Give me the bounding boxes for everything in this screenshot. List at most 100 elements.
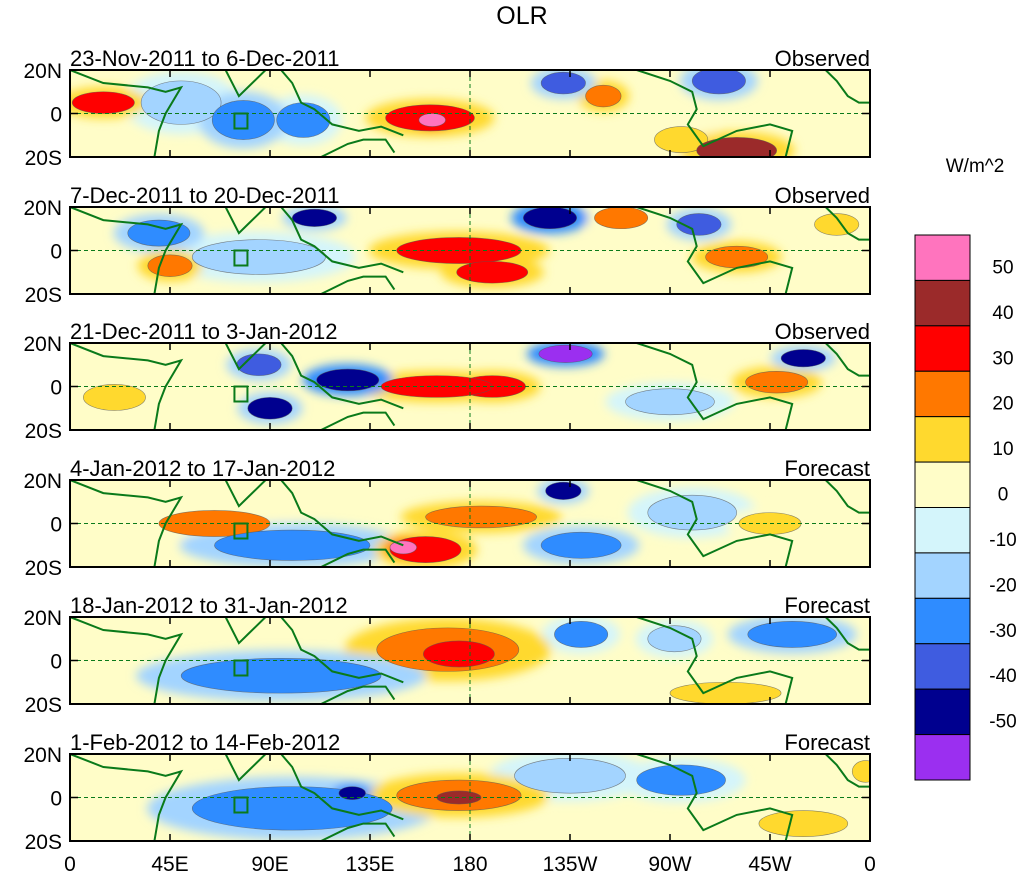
- lat-tick-label: 20N: [23, 197, 62, 220]
- anomaly-cell: [851, 760, 870, 783]
- lat-tick-label: 0: [50, 651, 62, 674]
- colorbar-swatch: [914, 461, 971, 509]
- colorbar-swatch: [914, 416, 971, 463]
- anomaly-cell: [418, 113, 446, 127]
- colorbar-tick-label: -50: [989, 712, 1016, 733]
- colorbar-tick-label: 50: [992, 257, 1013, 278]
- coastline: [636, 70, 794, 157]
- colorbar-swatch: [914, 370, 971, 418]
- coastline: [320, 411, 396, 430]
- coastline: [207, 207, 267, 235]
- coastline: [824, 754, 870, 788]
- anomaly-cell: [676, 213, 722, 236]
- anomaly-cell: [247, 397, 293, 420]
- coastline: [207, 754, 267, 782]
- colorbar-tick-label: -10: [989, 530, 1016, 551]
- panel-period: 1-Feb-2012 to 14-Feb-2012: [70, 730, 340, 755]
- coastline: [320, 138, 396, 157]
- lat-tick-label: 20S: [25, 557, 62, 580]
- coastline: [824, 207, 870, 241]
- anomaly-cell: [338, 786, 366, 800]
- lon-tick-label: 135E: [345, 853, 394, 876]
- panel-period: 18-Jan-2012 to 31-Jan-2012: [70, 593, 348, 618]
- coastline: [320, 275, 396, 294]
- map-panel-1: 20N 0 20S 23-Nov-2011 to 6-Dec-2011 Observed: [23, 46, 871, 170]
- coastlines: [70, 70, 870, 157]
- coastline: [636, 617, 794, 704]
- coastline: [70, 480, 184, 567]
- coastline: [207, 617, 267, 645]
- anomaly-cell: [540, 71, 586, 95]
- lon-tick-label: 45W: [748, 853, 791, 876]
- panel-status: Forecast: [784, 593, 870, 618]
- anomaly-cell: [214, 529, 371, 561]
- map-panel-2: 20N 0 20S 7-Dec-2011 to 20-Dec-2011 Observed: [23, 183, 871, 307]
- anomaly-cell: [191, 239, 326, 275]
- anomaly-cell: [780, 349, 826, 368]
- lat-tick-label: 0: [50, 788, 62, 811]
- panel-period: 21-Dec-2011 to 3-Jan-2012: [70, 319, 337, 344]
- coastline: [280, 343, 404, 410]
- anomaly-cell: [389, 540, 417, 555]
- coastline: [824, 343, 870, 377]
- panel-status: Observed: [775, 183, 870, 208]
- map-panel-4: 20N 0 20S 4-Jan-2012 to 17-Jan-2012 Forecast: [23, 456, 871, 580]
- anomaly-cell: [540, 531, 622, 559]
- chart-title: OLR: [496, 2, 547, 30]
- coastline: [320, 822, 396, 841]
- panel-period: 4-Jan-2012 to 17-Jan-2012: [70, 456, 335, 481]
- coastline: [320, 548, 396, 567]
- coastline: [280, 617, 404, 684]
- panel-status: Observed: [775, 46, 870, 71]
- anomaly-cell: [211, 100, 275, 140]
- colorbar-swatch: [914, 643, 971, 690]
- coastline: [70, 207, 184, 294]
- anomaly-cell: [180, 658, 382, 694]
- colorbar-swatch: [914, 507, 971, 554]
- lat-tick-label: 20S: [25, 147, 62, 170]
- coastline: [280, 480, 404, 547]
- lat-tick-label: 20N: [23, 60, 62, 83]
- lon-tick-label: 45E: [151, 853, 188, 876]
- lat-tick-label: 20N: [23, 333, 62, 356]
- panel-period: 7-Dec-2011 to 20-Dec-2011: [70, 183, 339, 208]
- anomaly-cell: [291, 208, 337, 227]
- coastlines: [70, 617, 870, 704]
- anomaly-cell: [83, 384, 146, 411]
- coastline: [207, 343, 267, 371]
- anomaly-cell: [647, 494, 737, 531]
- lon-tick-label: 180: [452, 853, 487, 876]
- map-panel-3: 20N 0 20S 21-Dec-2011 to 3-Jan-2012 Observed: [23, 319, 871, 443]
- lat-tick-label: 20S: [25, 694, 62, 717]
- colorbar-tick-label: 10: [992, 439, 1013, 460]
- anomaly-cell: [276, 102, 331, 138]
- colorbar-tick-label: 20: [992, 394, 1013, 415]
- colorbar-tick-label: -40: [989, 666, 1016, 687]
- coastline: [636, 754, 794, 841]
- colorbar-swatch: [914, 279, 971, 327]
- anomaly-cell: [423, 640, 495, 668]
- anomaly-cell: [554, 621, 609, 648]
- coastline: [70, 343, 184, 430]
- lat-tick-label: 20S: [25, 831, 62, 854]
- anomaly-cell: [747, 621, 837, 648]
- lon-tick-label: 90E: [251, 853, 288, 876]
- anomaly-cell: [316, 368, 380, 392]
- anomaly-cell: [585, 84, 622, 108]
- anomaly-cell: [696, 137, 777, 157]
- anomaly-cell: [636, 764, 726, 796]
- lat-tick-label: 20S: [25, 284, 62, 307]
- anomaly-cell: [147, 254, 193, 277]
- anomaly-cell: [514, 758, 626, 794]
- lon-tick-label: 135W: [543, 853, 598, 876]
- lat-tick-label: 20S: [25, 420, 62, 443]
- coastline: [824, 480, 870, 514]
- coastlines: [70, 207, 870, 294]
- lat-tick-label: 0: [50, 377, 62, 400]
- anomaly-cell: [71, 91, 135, 114]
- panel-stack: 20N 0 20S 23-Nov-2011 to 6-Dec-2011 Observed…: [23, 46, 871, 854]
- lon-tick-label: 90W: [648, 853, 691, 876]
- map-panel-6: 20N 0 20S 1-Feb-2012 to 14-Feb-2012 Forecast: [23, 730, 871, 854]
- anomaly-cell: [745, 370, 809, 394]
- anomaly-field: [70, 207, 870, 294]
